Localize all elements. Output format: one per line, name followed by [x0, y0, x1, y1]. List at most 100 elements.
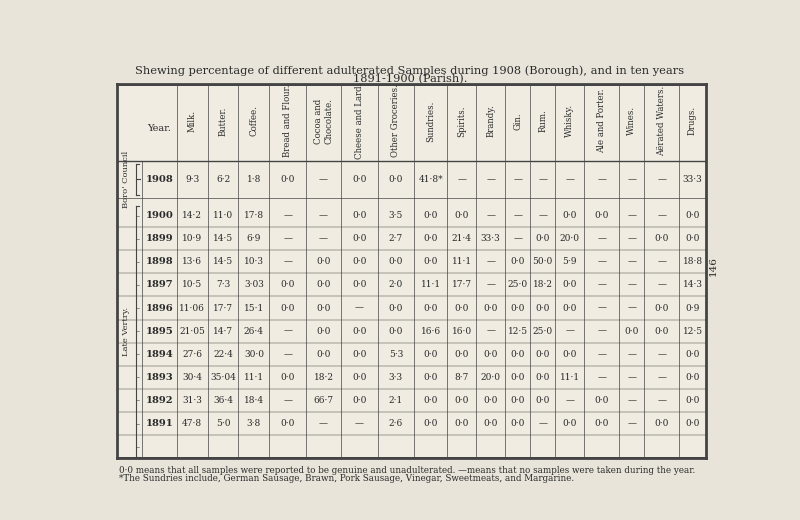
Text: Butter.: Butter.: [218, 106, 227, 136]
Text: Year.: Year.: [147, 124, 171, 133]
Text: —: —: [457, 175, 466, 184]
Text: —: —: [627, 396, 636, 405]
Text: 30·4: 30·4: [182, 373, 202, 382]
Text: 3·03: 3·03: [244, 280, 264, 290]
Text: 9·3: 9·3: [185, 175, 199, 184]
Text: —: —: [319, 211, 328, 220]
Text: 21·05: 21·05: [179, 327, 205, 335]
Text: —: —: [627, 175, 636, 184]
Text: 0·0: 0·0: [316, 327, 330, 335]
Text: 0·0: 0·0: [389, 304, 403, 313]
Text: 1892: 1892: [146, 396, 173, 405]
Text: 0·0: 0·0: [316, 304, 330, 313]
Text: Ale and Porter.: Ale and Porter.: [598, 89, 606, 153]
Text: 17·8: 17·8: [244, 211, 264, 220]
Text: 15·1: 15·1: [244, 304, 264, 313]
Text: 0·0: 0·0: [316, 280, 330, 290]
Text: Bread and Flour.: Bread and Flour.: [283, 85, 292, 157]
Text: 0·0: 0·0: [352, 175, 366, 184]
Text: 25·0: 25·0: [533, 327, 553, 335]
Text: 0·0: 0·0: [352, 234, 366, 243]
Text: —: —: [627, 257, 636, 266]
Text: 0·0: 0·0: [510, 257, 525, 266]
Text: 18·4: 18·4: [244, 396, 264, 405]
Text: —: —: [283, 234, 292, 243]
Text: Brandy.: Brandy.: [486, 105, 495, 137]
Text: 0·0: 0·0: [423, 350, 438, 359]
Text: 0·0: 0·0: [454, 350, 469, 359]
Text: —: —: [486, 211, 495, 220]
Text: Coffee.: Coffee.: [250, 106, 258, 136]
Text: —: —: [657, 396, 666, 405]
Text: Sundries.: Sundries.: [426, 100, 435, 141]
Text: 2·0: 2·0: [389, 280, 403, 290]
Text: 5·0: 5·0: [216, 419, 230, 428]
Text: —: —: [513, 175, 522, 184]
Text: 0·0: 0·0: [454, 304, 469, 313]
Text: 0·0: 0·0: [562, 280, 577, 290]
Text: Shewing percentage of different adulterated Samples during 1908 (Borough), and i: Shewing percentage of different adultera…: [135, 66, 685, 76]
Text: 0·0: 0·0: [352, 327, 366, 335]
Text: —: —: [566, 327, 574, 335]
Text: —: —: [538, 419, 547, 428]
Text: 0·0: 0·0: [423, 304, 438, 313]
Text: Boro' Council: Boro' Council: [122, 151, 130, 208]
Text: 0·0: 0·0: [389, 327, 403, 335]
Text: 0·0: 0·0: [281, 419, 295, 428]
Text: 0·0: 0·0: [454, 396, 469, 405]
Text: 36·4: 36·4: [213, 396, 233, 405]
Text: —: —: [657, 211, 666, 220]
Text: —: —: [283, 350, 292, 359]
Text: 6·9: 6·9: [246, 234, 261, 243]
Text: 0·0: 0·0: [594, 396, 609, 405]
Text: Drugs.: Drugs.: [688, 107, 697, 136]
Text: 0·0: 0·0: [423, 257, 438, 266]
Text: 0·0: 0·0: [483, 396, 498, 405]
Text: Cocoa and
Chocolate.: Cocoa and Chocolate.: [314, 98, 333, 144]
Text: —: —: [283, 257, 292, 266]
Text: —: —: [486, 280, 495, 290]
Text: 0·0: 0·0: [654, 419, 669, 428]
Text: 0·0: 0·0: [510, 350, 525, 359]
Text: 1·8: 1·8: [246, 175, 261, 184]
Text: 11·06: 11·06: [179, 304, 205, 313]
Text: 11·1: 11·1: [560, 373, 580, 382]
Text: 30·0: 30·0: [244, 350, 264, 359]
Text: —: —: [657, 175, 666, 184]
Text: 1891-1900 (Parish).: 1891-1900 (Parish).: [353, 74, 467, 84]
Text: 18·2: 18·2: [314, 373, 334, 382]
Text: —: —: [486, 327, 495, 335]
Text: 14·2: 14·2: [182, 211, 202, 220]
Text: 1896: 1896: [146, 304, 173, 313]
Text: Gin.: Gin.: [513, 112, 522, 129]
Text: 5·3: 5·3: [389, 350, 403, 359]
Text: 18·8: 18·8: [682, 257, 702, 266]
Text: 26·4: 26·4: [244, 327, 264, 335]
Text: 0·0: 0·0: [510, 419, 525, 428]
Text: —: —: [598, 175, 606, 184]
Text: 0·0: 0·0: [686, 211, 700, 220]
Text: 0·0: 0·0: [686, 350, 700, 359]
Text: 0·0: 0·0: [535, 234, 550, 243]
Text: —: —: [319, 419, 328, 428]
Text: 1898: 1898: [146, 257, 173, 266]
Text: Aërated Waters.: Aërated Waters.: [657, 86, 666, 156]
Text: 0·0: 0·0: [625, 327, 639, 335]
Text: —: —: [319, 234, 328, 243]
Text: 0·0: 0·0: [389, 257, 403, 266]
Text: 0·0: 0·0: [483, 419, 498, 428]
Text: —: —: [354, 304, 364, 313]
Text: *The Sundries include, German Sausage, Brawn, Pork Sausage, Vinegar, Sweetmeats,: *The Sundries include, German Sausage, B…: [118, 474, 574, 483]
Text: —: —: [566, 396, 574, 405]
Text: 5·9: 5·9: [562, 257, 577, 266]
Text: 41·8*: 41·8*: [418, 175, 443, 184]
Text: —: —: [657, 373, 666, 382]
Text: 0·0: 0·0: [483, 304, 498, 313]
Text: 0·0: 0·0: [483, 350, 498, 359]
Text: —: —: [513, 234, 522, 243]
Text: —: —: [283, 327, 292, 335]
Text: 20·0: 20·0: [481, 373, 501, 382]
Text: 2·6: 2·6: [389, 419, 403, 428]
Text: —: —: [627, 234, 636, 243]
Text: 1897: 1897: [146, 280, 173, 290]
